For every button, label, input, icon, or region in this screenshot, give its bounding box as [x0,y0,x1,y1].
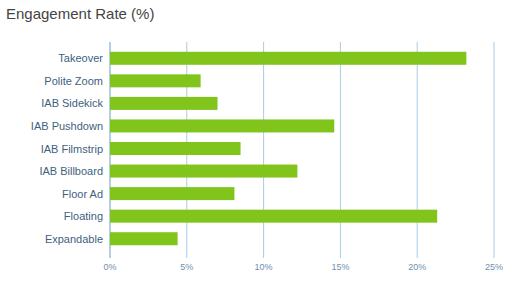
bar [110,52,466,65]
category-label: Expandable [45,233,103,245]
bar [110,74,201,87]
category-label: Floating [64,210,103,222]
axis-line [110,258,494,259]
bar [110,165,297,178]
tick-label: 0% [103,262,116,272]
category-label: Takeover [58,52,103,64]
category-label: IAB Filmstrip [41,143,103,155]
grid-line [417,42,418,258]
category-label: IAB Pushdown [31,120,103,132]
category-label: IAB Sidekick [41,97,103,109]
bar [110,142,241,155]
grid-line [263,42,264,258]
grid-line [494,42,495,258]
chart-container: Engagement Rate (%) 0% 5% 10% 15% 20% 25% Takeo… [0,0,520,284]
chart-title: Engagement Rate (%) [6,5,154,22]
tick-label: 25% [485,262,503,272]
bar [110,187,234,200]
bar [110,232,178,245]
bar [110,210,437,223]
chart-svg: Engagement Rate (%) 0% 5% 10% 15% 20% 25% Takeo… [0,0,520,284]
tick-label: 5% [180,262,193,272]
tick-label: 20% [408,262,426,272]
grid-line [340,42,341,258]
bar [110,119,334,132]
bar [110,97,218,110]
category-label: Floor Ad [62,188,103,200]
category-label: IAB Billboard [39,165,103,177]
tick-label: 10% [255,262,273,272]
category-label: Polite Zoom [44,75,103,87]
tick-label: 15% [331,262,349,272]
bars [110,52,466,245]
